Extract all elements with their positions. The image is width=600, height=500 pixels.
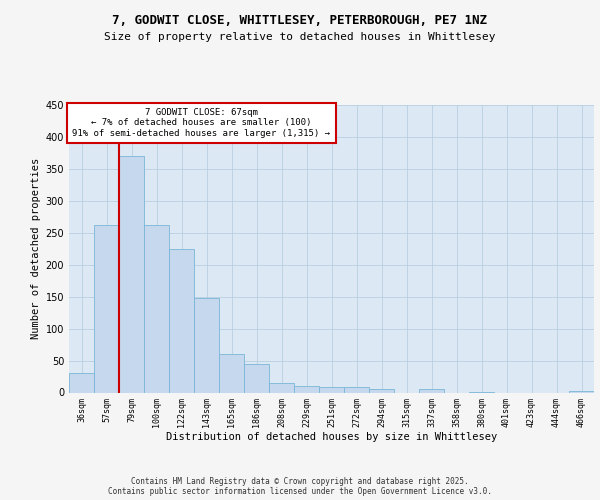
Text: 7, GODWIT CLOSE, WHITTLESEY, PETERBOROUGH, PE7 1NZ: 7, GODWIT CLOSE, WHITTLESEY, PETERBOROUG… [113, 14, 487, 27]
Bar [244, 364, 269, 392]
Bar [269, 383, 294, 392]
Bar [344, 388, 369, 392]
Bar [219, 354, 244, 393]
X-axis label: Distribution of detached houses by size in Whittlesey: Distribution of detached houses by size … [166, 432, 497, 442]
Bar [144, 225, 169, 392]
Bar [569, 391, 594, 392]
Bar [319, 388, 344, 392]
Bar [169, 249, 194, 392]
Bar [94, 225, 119, 392]
Bar [419, 390, 444, 392]
Y-axis label: Number of detached properties: Number of detached properties [31, 158, 41, 340]
Bar [294, 386, 319, 392]
Text: Contains HM Land Registry data © Crown copyright and database right 2025.
Contai: Contains HM Land Registry data © Crown c… [108, 476, 492, 496]
Bar [194, 298, 219, 392]
Text: 7 GODWIT CLOSE: 67sqm
← 7% of detached houses are smaller (100)
91% of semi-deta: 7 GODWIT CLOSE: 67sqm ← 7% of detached h… [73, 108, 331, 138]
Text: Size of property relative to detached houses in Whittlesey: Size of property relative to detached ho… [104, 32, 496, 42]
Bar [369, 388, 394, 392]
Bar [119, 156, 144, 392]
Bar [69, 374, 94, 392]
